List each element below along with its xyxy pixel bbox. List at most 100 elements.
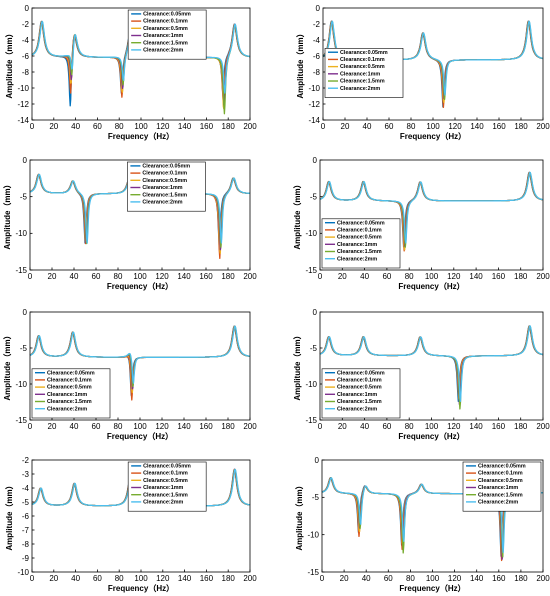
legend-entry: Clearance:0.05mm [337,220,385,226]
legend-entry: Clearance:1.5mm [143,492,188,498]
legend-entry: Clearance:2mm [47,406,87,412]
x-tick-label: 160 [200,574,214,583]
legend-entry: Clearance:0.5mm [337,385,382,391]
legend-entry: Clearance:1mm [337,242,377,248]
legend: Clearance:0.05mm Clearance:0.1mm Clearance… [321,218,401,269]
x-tick-label: 0 [30,122,35,131]
x-tick-label: 200 [536,574,550,583]
legend-box [31,368,111,419]
y-tick-label: -12 [17,100,29,109]
x-axis-label: Frequency（Hz） [108,131,174,141]
x-tick-label: 140 [178,122,192,131]
x-tick-label: 100 [133,272,147,281]
legend-entry: Clearance:0.1mm [340,57,385,63]
legend-entry: Clearance:0.05mm [143,12,191,18]
legend-entry: Clearance:0.05mm [142,164,190,170]
x-tick-label: 100 [134,122,148,131]
x-tick-label: 140 [470,574,484,583]
x-tick-label: 180 [514,272,528,281]
x-tick-label: 20 [338,272,347,281]
legend-entry: Clearance:1mm [143,33,183,39]
y-tick-label: -10 [15,229,27,238]
legend-entry: Clearance:0.05mm [143,464,191,470]
x-tick-label: 80 [405,422,414,431]
chart-panel-4: 0 20 40 60 80 100 120 140 160 180 200 0 -5 -10 -15 Freq… [292,156,550,291]
y-tick-label: -5 [310,192,318,201]
y-tick-label: -10 [305,380,317,389]
x-axis-label: Frequency（Hz） [398,281,464,291]
chart-panel-5: 0 20 40 60 80 100 120 140 160 180 200 0 -5 -10 -15 Freq… [2,308,257,441]
y-tick-label: -8 [22,68,30,77]
x-tick-label: 140 [177,272,191,281]
series-line-6 [319,325,544,402]
x-tick-label: 200 [536,422,550,431]
legend-entry: Clearance:0.05mm [478,464,526,470]
y-tick-label: -2 [22,20,30,29]
y-tick-label: -15 [15,266,27,275]
y-tick-label: -6 [313,52,321,61]
y-tick-label: -14 [308,116,320,125]
legend-entry: Clearance:2mm [340,86,380,92]
y-tick-label: -5 [312,493,320,502]
chart-panel-6: 0 20 40 60 80 100 120 140 160 180 200 0 -5 -10 -15 Freq… [292,308,550,441]
chart-panel-1: 0 20 40 60 80 100 120 140 160 180 200 0 -2 -4 -6 -8 -10 -… [4,4,257,141]
x-tick-label: 60 [382,272,391,281]
legend-entry: Clearance:2mm [143,500,183,506]
x-tick-label: 140 [178,574,192,583]
x-tick-label: 0 [28,272,33,281]
x-tick-label: 140 [469,422,483,431]
y-axis-label: Amplitude（mm） [295,29,305,98]
legend-entry: Clearance:0.5mm [340,64,385,70]
y-tick-label: -15 [305,416,317,425]
y-tick-label: -8 [313,68,321,77]
x-tick-label: 200 [536,122,550,131]
y-tick-label: 0 [23,308,28,317]
y-tick-label: -5 [20,344,28,353]
legend: Clearance:0.05mmClearance:0.1mmClearance… [462,461,542,512]
legend-box [324,48,404,98]
legend-entry: Clearance:0.1mm [478,471,523,477]
y-tick-label: -15 [305,266,317,275]
x-tick-label: 160 [199,422,213,431]
y-tick-label: -4 [22,36,30,45]
legend-box [127,9,207,60]
x-tick-label: 60 [93,122,102,131]
legend-entry: Clearance:0.1mm [337,228,382,234]
y-axis-label: Amplitude（mm） [294,481,304,550]
y-tick-label: -10 [307,530,319,539]
x-tick-label: 200 [243,574,257,583]
legend-entry: Clearance:0.1mm [143,19,188,25]
x-tick-label: 160 [199,272,213,281]
legend-entry: Clearance:1mm [47,392,87,398]
x-axis-label: Frequency（Hz） [398,431,464,441]
x-tick-label: 0 [30,574,35,583]
y-tick-label: -10 [308,84,320,93]
legend: Clearance:0.05mmClearance:0.1mmClearance… [127,161,206,212]
x-tick-label: 60 [92,422,101,431]
y-axis-label: Amplitude（mm） [292,180,302,249]
legend: Clearance:0.05mmClearance:0.1mmClearance… [321,368,401,419]
x-tick-label: 60 [93,574,102,583]
x-tick-label: 160 [492,574,506,583]
x-tick-label: 20 [340,574,349,583]
y-tick-label: -8 [22,540,30,549]
x-tick-label: 80 [406,574,415,583]
legend-entry: Clearance:2mm [337,406,377,412]
y-tick-label: -10 [17,568,29,577]
x-tick-label: 40 [360,422,369,431]
y-tick-label: 0 [315,456,320,465]
x-tick-label: 120 [155,272,169,281]
legend-entry: Clearance:0.5mm [142,178,187,184]
x-axis-label: Frequency（Hz） [399,583,465,593]
x-tick-label: 100 [425,272,439,281]
x-tick-label: 60 [92,272,101,281]
legend-entry: Clearance:1.5mm [337,399,382,405]
x-tick-label: 120 [447,272,461,281]
y-tick-label: 0 [313,156,318,165]
chart-panel-8: 0 20 40 60 80 100 120 140 160 180 200 0 -5 -10 -15 Freq… [294,456,550,593]
y-tick-label: -12 [308,100,320,109]
y-axis-label: Amplitude（mm） [4,481,14,550]
legend-entry: Clearance:1mm [142,185,182,191]
x-tick-label: 100 [426,122,440,131]
